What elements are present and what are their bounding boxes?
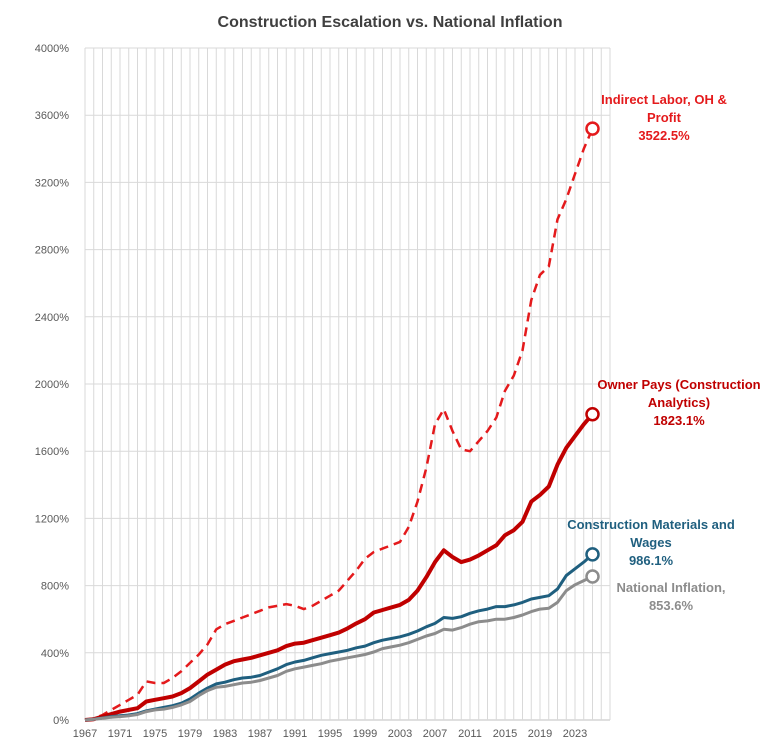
annotation-label: Indirect Labor, OH & <box>601 92 727 107</box>
x-tick-label: 2011 <box>458 728 482 740</box>
annotation-label: Owner Pays (Construction <box>597 377 760 392</box>
series-end-marker <box>585 121 600 136</box>
x-tick-label: 1975 <box>143 728 167 740</box>
annotation-label: Analytics) <box>648 395 710 410</box>
y-tick-label: 1600% <box>35 446 69 458</box>
annotation-label: National Inflation, <box>616 580 725 595</box>
x-tick-label: 1991 <box>283 728 307 740</box>
y-tick-label: 2800% <box>35 245 69 257</box>
line-annotations: Indirect Labor, OH & Profit 3522.5% Owner P… <box>567 92 760 613</box>
y-tick-label: 1200% <box>35 513 69 525</box>
y-tick-label: 3200% <box>35 177 69 189</box>
x-tick-label: 1999 <box>353 728 377 740</box>
annotation-label: Profit <box>647 110 682 125</box>
x-tick-label: 1971 <box>108 728 132 740</box>
annotation-label: Wages <box>630 535 671 550</box>
series-end-marker <box>585 547 600 562</box>
y-tick-label: 3600% <box>35 110 69 122</box>
x-tick-label: 1995 <box>318 728 342 740</box>
plot-area <box>84 121 600 722</box>
series-line <box>84 553 594 722</box>
series-line <box>84 575 594 722</box>
x-tick-label: 2003 <box>388 728 412 740</box>
annotation-label: 986.1% <box>629 553 674 568</box>
x-tick-label: 2015 <box>493 728 517 740</box>
axis-labels: 0% 400% 800% 1200% 1600% 2000% 2400% 2800% 3200%… <box>35 43 588 740</box>
annotation-label: 1823.1% <box>653 413 705 428</box>
chart-grid <box>84 47 611 721</box>
x-tick-label: 2023 <box>563 728 587 740</box>
series-line <box>84 128 594 722</box>
chart-title: Construction Escalation vs. National Inf… <box>218 14 563 31</box>
series-line <box>84 412 595 722</box>
x-tick-label: 1967 <box>73 728 97 740</box>
annotation-label: 3522.5% <box>638 128 690 143</box>
y-tick-label: 0% <box>53 715 69 727</box>
y-tick-label: 4000% <box>35 43 69 55</box>
x-tick-label: 1987 <box>248 728 272 740</box>
x-tick-label: 2019 <box>528 728 552 740</box>
x-tick-label: 2007 <box>423 728 447 740</box>
y-tick-label: 400% <box>41 648 69 660</box>
y-tick-label: 800% <box>41 581 69 593</box>
x-tick-label: 1983 <box>213 728 237 740</box>
series-end-marker <box>585 406 600 422</box>
y-tick-label: 2000% <box>35 379 69 391</box>
x-tick-label: 1979 <box>178 728 202 740</box>
annotation-label: Construction Materials and <box>567 517 735 532</box>
annotation-label: 853.6% <box>649 598 694 613</box>
series-end-marker <box>585 569 600 584</box>
y-tick-label: 2400% <box>35 312 69 324</box>
